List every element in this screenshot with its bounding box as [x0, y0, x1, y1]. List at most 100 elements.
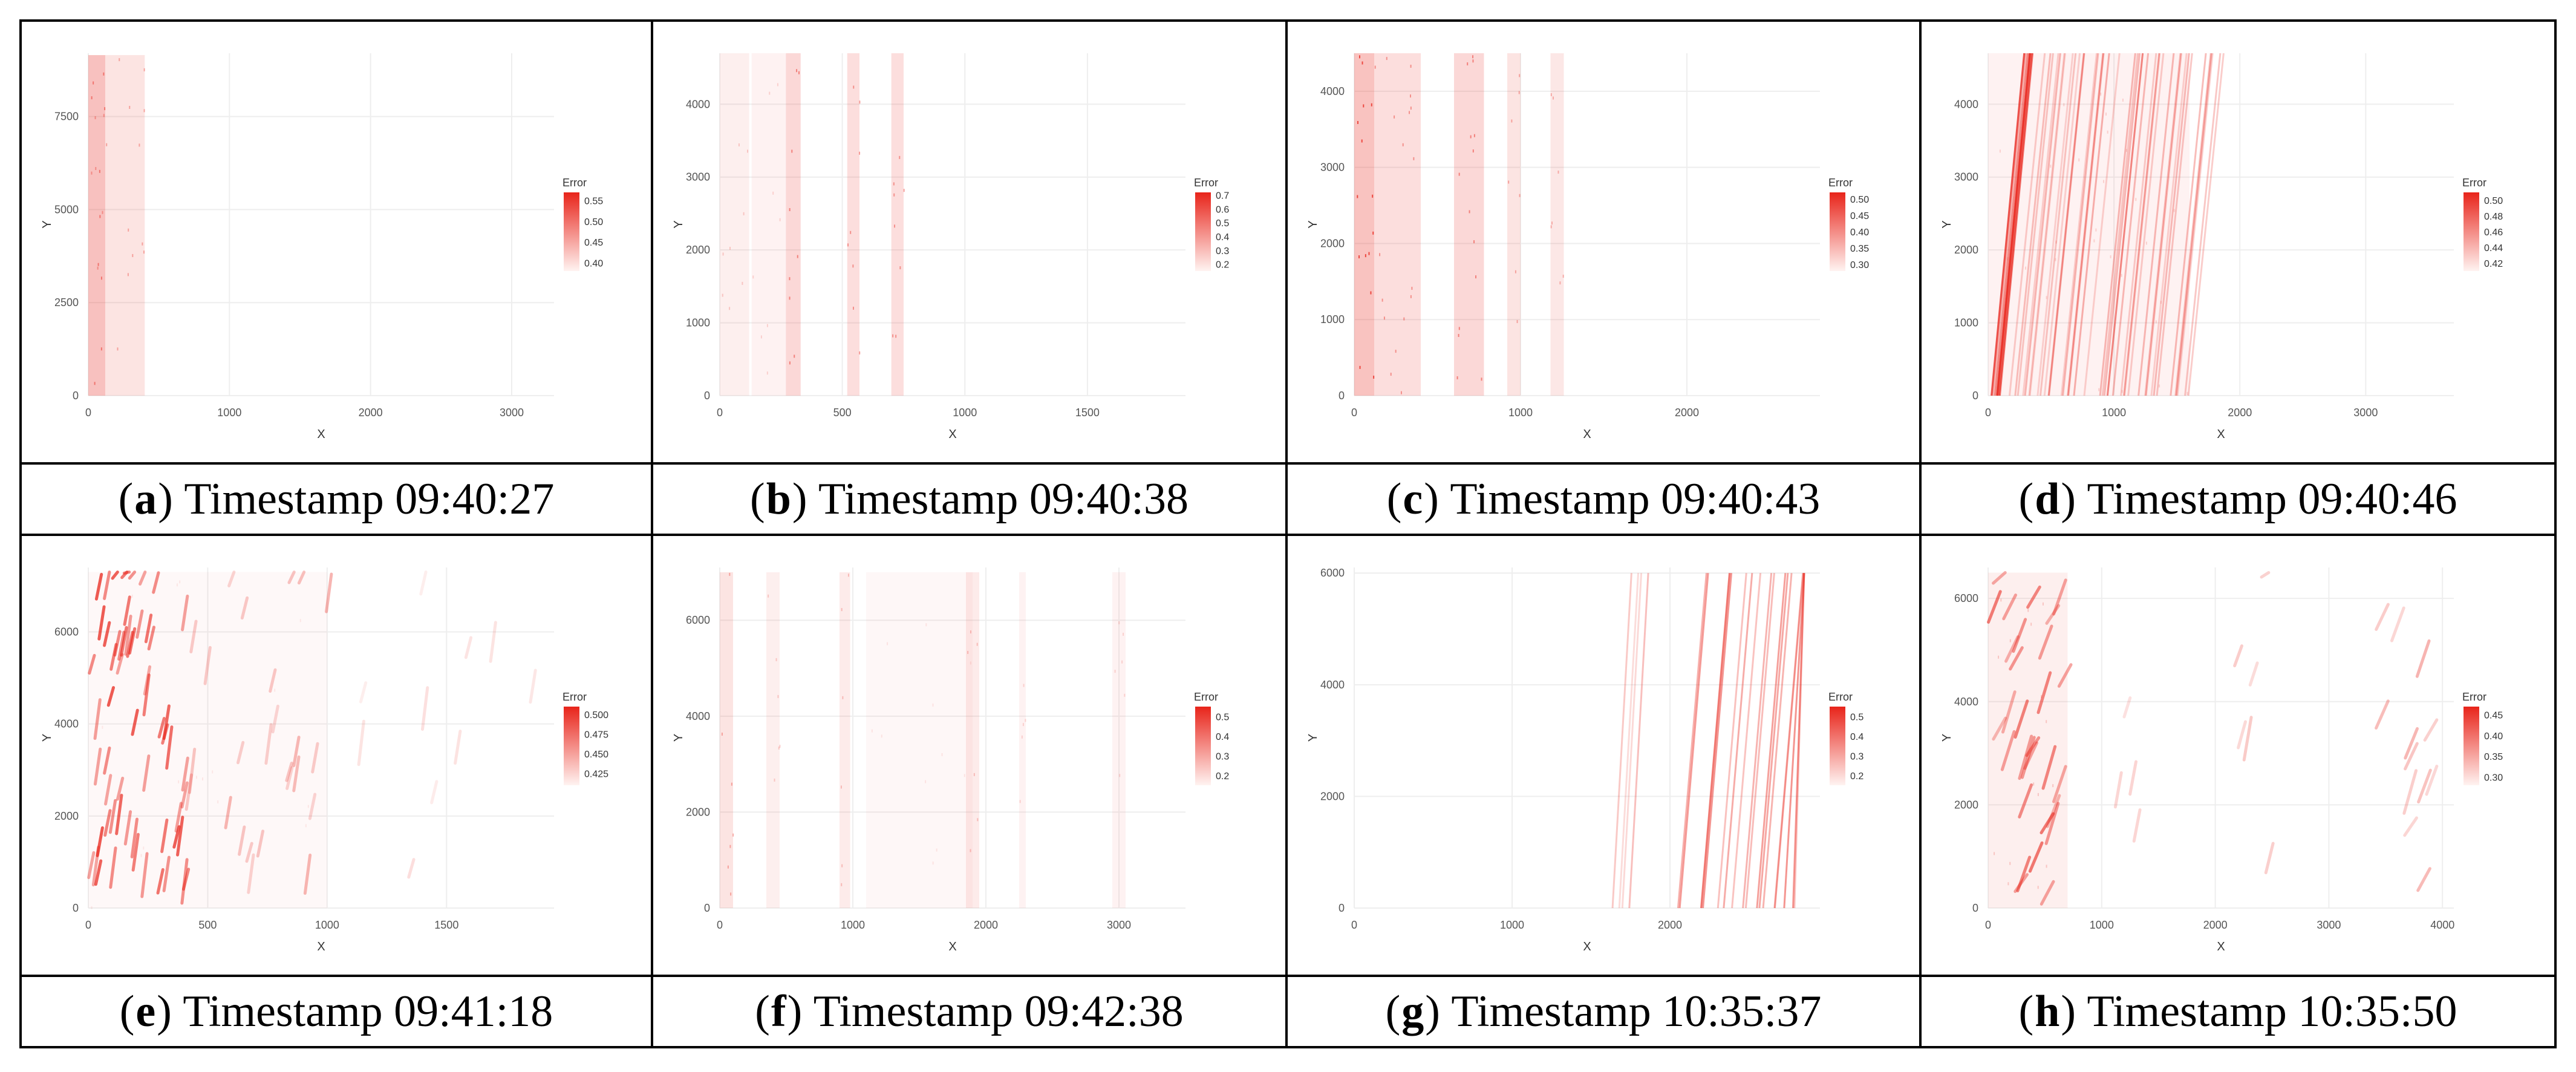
legend-tick-label: 0.3	[1216, 751, 1229, 762]
error-point	[2063, 103, 2065, 106]
error-point	[789, 361, 791, 365]
y-tick-label: 0	[1339, 390, 1345, 402]
error-streak	[2083, 53, 2121, 396]
error-point	[925, 780, 927, 783]
error-point	[143, 846, 145, 850]
error-point	[2100, 93, 2102, 96]
data-layer	[1987, 571, 2439, 908]
error-streak	[1991, 53, 2026, 396]
legend-tick-label: 0.3	[1850, 751, 1864, 762]
error-streak	[2048, 53, 2085, 396]
error-point	[1373, 375, 1375, 379]
error-streak	[1762, 573, 1793, 909]
error-point	[2046, 720, 2047, 724]
error-band	[866, 572, 973, 908]
error-point	[779, 745, 781, 748]
error-point	[731, 782, 732, 786]
error-point	[2030, 623, 2032, 626]
x-tick-label: 0	[1351, 407, 1357, 419]
error-streak	[2390, 606, 2405, 642]
legend-tick-label: 0.45	[584, 238, 603, 248]
error-streak	[227, 570, 236, 587]
error-streak	[1995, 53, 2030, 396]
error-point	[1359, 365, 1361, 369]
error-point	[1511, 119, 1513, 123]
error-band	[1454, 53, 1484, 396]
grid-hline	[21, 1046, 2557, 1048]
legend-tick-label: 0.50	[2484, 196, 2503, 206]
panel-a-plot: 0 1000 2000 3000 0 2500 5000 7500 X Y Error 0.55 0.5…	[22, 22, 651, 462]
legend: Error 0.5 0.4 0.3 0.2	[1828, 691, 1864, 785]
error-streak	[489, 621, 497, 663]
error-point	[119, 58, 120, 62]
error-point	[1368, 252, 1370, 255]
error-streak	[1987, 590, 2002, 624]
error-point	[1372, 231, 1374, 235]
y-axis-label: Y	[41, 220, 54, 228]
error-point	[2050, 165, 2052, 168]
x-tick-label: 2000	[1675, 407, 1699, 419]
legend-tick-label: 0.6	[1216, 204, 1229, 215]
gridlines	[1987, 53, 2454, 396]
panel-letter: c	[1403, 474, 1423, 524]
error-streak	[2016, 855, 2032, 892]
error-point	[859, 151, 861, 155]
error-point	[202, 777, 204, 781]
error-band	[891, 53, 904, 396]
error-streak	[181, 594, 189, 632]
error-point	[766, 371, 768, 375]
data-layer	[1354, 53, 1564, 396]
error-streak	[1992, 53, 2027, 396]
error-point	[1022, 723, 1024, 727]
y-axis-label: Y	[1940, 220, 1954, 228]
legend-colorbar	[1830, 192, 1845, 271]
error-streak	[103, 621, 111, 647]
error-point	[932, 861, 934, 865]
x-tick-label: 3000	[1107, 919, 1131, 931]
panel-c-plot: 0 1000 2000 0 1000 2000 3000 4000 X Y Error 0.50 0.4…	[1288, 22, 1919, 462]
error-point	[1552, 96, 1554, 100]
error-point	[2046, 296, 2047, 299]
x-tick-label: 3000	[2317, 919, 2341, 931]
error-streak	[144, 613, 153, 644]
legend-tick-label: 0.5	[1850, 712, 1864, 722]
error-streak	[2009, 646, 2024, 671]
gridlines	[88, 53, 554, 396]
error-streak	[303, 853, 312, 895]
gridlines	[719, 53, 1185, 396]
error-point	[2095, 228, 2097, 232]
grid-vline	[1285, 19, 1288, 1048]
error-point	[1458, 333, 1459, 337]
error-streak	[130, 817, 139, 858]
error-streak	[104, 774, 112, 806]
error-point	[100, 276, 102, 280]
error-point	[752, 275, 754, 279]
error-point	[2098, 388, 2100, 391]
error-point	[760, 335, 762, 339]
error-point	[1123, 632, 1124, 636]
error-band	[766, 572, 780, 908]
error-point	[1519, 74, 1521, 77]
error-streak	[135, 609, 144, 639]
error-streak	[2106, 53, 2144, 396]
error-streak	[224, 796, 232, 829]
x-axis-label: X	[317, 940, 325, 953]
y-tick-label: 3000	[1954, 171, 1978, 183]
legend-tick-label: 0.4	[1850, 732, 1864, 742]
error-point	[1395, 350, 1397, 353]
error-point	[852, 306, 854, 310]
error-streak	[115, 794, 123, 835]
y-tick-label: 2000	[1954, 799, 1978, 811]
error-streak	[2029, 53, 2066, 396]
error-point	[729, 246, 731, 250]
panel-f-caption: (f) Timestamp 09:42:38	[755, 986, 1184, 1036]
error-streak	[238, 825, 246, 856]
grid-vline	[1919, 19, 1922, 1048]
error-streak	[2002, 593, 2017, 621]
error-point	[127, 273, 129, 276]
x-tick-label: 1000	[841, 919, 865, 931]
error-point	[94, 116, 96, 120]
error-point	[859, 100, 861, 104]
legend-tick-label: 0.450	[584, 750, 608, 760]
error-streak	[2237, 720, 2247, 750]
